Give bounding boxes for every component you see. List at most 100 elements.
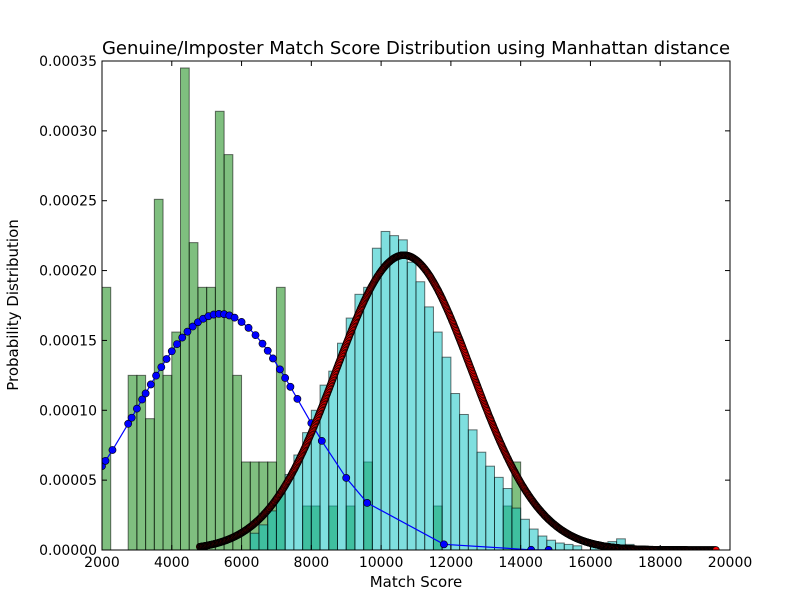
- imposter-bar: [406, 261, 417, 550]
- imposter-bar: [337, 342, 347, 550]
- genuine-bar: [197, 286, 208, 550]
- genuine-curve-markers: [102, 310, 553, 550]
- imposter-bar: [380, 230, 391, 550]
- genuine-curve-point: [138, 395, 147, 404]
- genuine-curve-point: [286, 382, 295, 391]
- x-tick-label: 6000: [224, 555, 260, 571]
- axes: 2000 4000 6000 8000 10000 12000 14000 16000 1800…: [39, 54, 752, 571]
- y-tick-label: 0.00035: [39, 54, 97, 70]
- genuine-curve-point: [102, 456, 110, 465]
- y-tick-label: 0.00020: [39, 264, 97, 280]
- genuine-curve-point: [178, 333, 187, 342]
- x-axis-label: Match Score: [370, 573, 463, 591]
- genuine-curve-point: [173, 340, 181, 349]
- chart-title: Genuine/Imposter Match Score Distributio…: [102, 38, 730, 59]
- genuine-curve-point: [108, 446, 117, 454]
- genuine-curve-point: [281, 374, 290, 382]
- imposter-bar: [371, 247, 382, 550]
- genuine-curve-point: [230, 313, 239, 322]
- genuine-curve-point: [258, 339, 267, 348]
- genuine-bar: [162, 374, 173, 550]
- x-tick-label: 8000: [294, 555, 330, 571]
- genuine-curve-point: [317, 436, 326, 445]
- imposter-bar: [511, 507, 522, 550]
- imposter-bar: [450, 393, 461, 550]
- genuine-curve-point: [124, 419, 133, 428]
- y-tick-label: 0.00030: [39, 124, 97, 140]
- genuine-bar: [214, 110, 225, 550]
- plot-area: [102, 67, 720, 550]
- genuine-curve-point: [157, 363, 166, 372]
- x-tick-label: 12000: [429, 555, 474, 571]
- genuine-curve-point: [188, 322, 197, 331]
- imposter-bar: [485, 465, 495, 550]
- genuine-curve-point: [363, 499, 372, 507]
- genuine-bar: [275, 286, 286, 550]
- imposter-bar: [555, 542, 565, 550]
- x-tick-label: 18000: [638, 555, 683, 571]
- genuine-curve-point: [162, 355, 171, 363]
- imposter-bar: [363, 286, 373, 550]
- y-tick-label: 0.00025: [39, 194, 97, 210]
- genuine-curve-point: [244, 323, 253, 332]
- imposter-bar: [415, 281, 426, 550]
- x-tick-label: 2000: [84, 555, 120, 571]
- genuine-bar: [241, 461, 251, 550]
- imposter-curve-markers: [195, 251, 720, 550]
- genuine-curve-point: [293, 394, 302, 403]
- imposter-bar: [563, 543, 574, 550]
- x-tick-label: 14000: [498, 555, 543, 571]
- genuine-curve-point: [132, 404, 141, 413]
- genuine-bar: [145, 418, 155, 550]
- genuine-curve-point: [440, 540, 448, 549]
- genuine-curve-point: [146, 380, 155, 389]
- genuine-curve-point: [183, 327, 192, 336]
- genuine-curve-point: [263, 346, 272, 355]
- genuine-bar: [232, 374, 243, 550]
- y-tick-label: 0.00005: [39, 473, 97, 489]
- imposter-bar: [494, 476, 504, 550]
- genuine-bar: [180, 67, 190, 550]
- imposter-bar: [467, 429, 478, 550]
- x-tick-label: 10000: [359, 555, 404, 571]
- genuine-curve-point: [127, 413, 136, 422]
- genuine-bar: [188, 242, 199, 550]
- imposter-bar: [354, 293, 365, 550]
- x-tick-label: 4000: [154, 555, 190, 571]
- genuine-bar: [223, 154, 234, 550]
- y-axis-label: Probability Distribution: [4, 219, 22, 391]
- imposter-bar: [398, 239, 408, 550]
- plot-content: [102, 67, 720, 550]
- imposter-bar: [249, 532, 260, 550]
- imposter-bar: [572, 545, 583, 550]
- x-tick-label: 16000: [568, 555, 613, 571]
- y-tick-label: 0.00015: [39, 333, 97, 349]
- genuine-bar: [171, 331, 181, 550]
- imposter-bar: [459, 413, 469, 550]
- imposter-bar: [424, 306, 434, 550]
- imposter-bar: [520, 518, 530, 550]
- genuine-curve-point: [152, 371, 160, 380]
- imposter-bar: [502, 488, 513, 550]
- genuine-bar: [206, 286, 216, 550]
- x-ticks: 2000 4000 6000 8000 10000 12000 14000 16000 1800…: [84, 61, 752, 571]
- genuine-curve-point: [342, 474, 351, 482]
- axes-frame: [101, 60, 731, 551]
- imposter-bar: [328, 370, 338, 550]
- imposter-bar: [267, 510, 277, 550]
- genuine-bar: [102, 286, 112, 550]
- genuine-curve-point: [269, 354, 277, 363]
- imposter-bar: [389, 235, 400, 550]
- genuine-bar: [127, 374, 138, 550]
- imposter-bar: [476, 451, 487, 550]
- genuine-curve-point: [141, 389, 150, 398]
- genuine-curve-point: [167, 347, 176, 356]
- genuine-curve-point: [276, 365, 284, 374]
- y-ticks: 0.00000 0.00005 0.00010 0.00015 0.00020 0.000…: [39, 54, 730, 559]
- y-tick-label: 0.00000: [39, 543, 97, 559]
- imposter-bar: [432, 331, 443, 550]
- imposter-bar: [345, 317, 356, 550]
- y-tick-label: 0.00010: [39, 403, 97, 419]
- imposter-bar: [441, 356, 452, 550]
